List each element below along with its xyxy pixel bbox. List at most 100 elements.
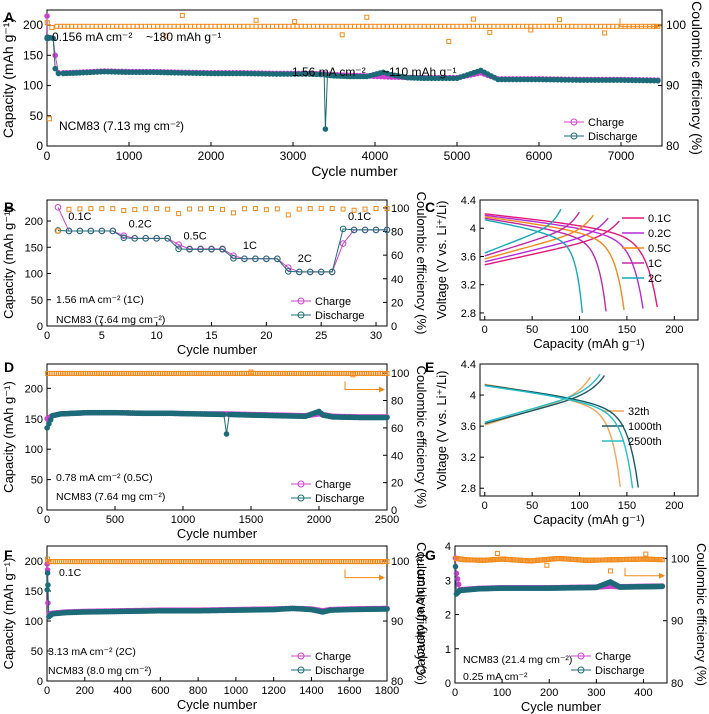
annotation: ~180 mAh g⁻¹ [146,30,221,44]
y-axis-label: Capacity (mAh g⁻¹) [1,207,16,319]
ce-point [614,557,620,563]
ce-point [638,556,644,562]
ce-point [147,23,152,29]
ce-point [362,206,368,212]
plot-frame [46,363,388,511]
ce-point [612,557,618,563]
data-point [76,227,84,235]
ce-outlier-point [339,32,345,38]
ce-point [446,23,452,29]
y-tick-label: 100 [25,444,43,456]
y2-tick-label: 80 [666,139,680,153]
ce-point [503,23,509,29]
series-line [46,35,658,130]
ce-point [230,210,236,216]
y2-tick-label: 20 [391,478,403,490]
x-tick-label: 500 [106,514,124,526]
legend-marker [297,652,305,660]
ce-point [263,207,269,213]
legend-entry: 0.5C [622,243,671,255]
ce-point [167,23,173,29]
ce-point [625,556,631,562]
ce-point [646,556,652,562]
x-tick-label: 50 [526,324,538,336]
ce-axis-arrowhead [654,23,660,30]
ce-point [401,23,407,29]
y2-tick-label: 80 [391,396,403,408]
data-point [44,587,50,593]
ce-outlier-point [292,18,298,24]
ce-point [608,557,614,563]
plot-frame [46,9,663,147]
x-tick-label: 4000 [362,149,389,163]
y-tick-label: 150 [25,414,43,426]
ce-point [458,23,464,29]
ce-point [198,206,204,212]
data-point [383,226,391,234]
x-tick-label: 1400 [299,685,323,697]
ce-point [469,557,475,563]
x-tick-label: 200 [665,324,683,336]
ce-point [138,23,144,29]
x-tick-label: 600 [151,685,169,697]
data-point [197,246,204,253]
ce-axis-arrowhead [659,572,665,579]
ce-point [318,205,324,211]
y-tick-label: 50 [31,295,43,307]
ce-point [311,23,316,29]
series-discharge [44,570,390,620]
panel-B: 0 5 10 15 20 25 30 0 50 100 150 200 0 20 40 60 80 100 Cycl… [1,192,429,357]
charge-curve [484,217,609,263]
ce-point [491,23,497,29]
ce-point [569,23,575,29]
y-tick-label: 1 [445,644,451,656]
curve-32th [484,376,621,487]
data-point [223,431,230,437]
ce-point [577,23,583,29]
data-point [295,268,303,276]
ce-point [200,23,206,29]
ce-axis-arrowhead [379,574,385,581]
ce-point [44,20,50,26]
ce-point [611,557,617,563]
legend-marker [570,132,578,140]
ce-point [609,557,615,563]
legend-label: Discharge [595,665,645,677]
ce-point [388,23,394,29]
legend-label: 2500th [628,436,662,448]
ce-outlier-point [364,14,370,20]
ce-point [204,23,210,29]
x-tick-label: 6000 [526,149,553,163]
ce-outlier-point [350,372,356,378]
panel-E: 0 50 100 150 200 2.8 3.2 3.6 4 4.4 Capacity (mAh g… [425,359,699,527]
y-tick-label: 150 [25,586,43,598]
y2-tick-label: 100 [391,556,409,568]
ce-point [622,556,628,562]
ce-point [294,23,300,29]
y2-tick-label: 60 [391,250,403,262]
ce-point [77,206,83,212]
curve-1000th [484,375,639,488]
ce-point [209,206,215,212]
ce-point [252,206,258,212]
y-axis-label: Capacity (mAh g⁻¹) [1,558,16,670]
ce-point [274,23,280,29]
curve-2500th [484,373,634,489]
ce-point [602,23,608,29]
ce-axis-arrow [624,567,659,577]
data-point [142,235,150,242]
ce-point [274,206,280,212]
ce-point [245,23,251,29]
x-tick-label: 200 [76,685,94,697]
x-tick-label: 50 [526,500,538,512]
series-line [57,228,387,273]
x-axis-label: Cycle number [311,163,398,179]
ce-point [590,557,596,563]
x-tick-label: 2000 [307,514,331,526]
y2-tick-label: 90 [666,79,680,93]
annotation: ~110 mAh g⁻¹ [382,65,456,79]
ce-point [323,23,329,29]
ce-point [384,206,390,212]
ce-point [237,23,243,29]
ce-outlier-point [494,550,500,556]
